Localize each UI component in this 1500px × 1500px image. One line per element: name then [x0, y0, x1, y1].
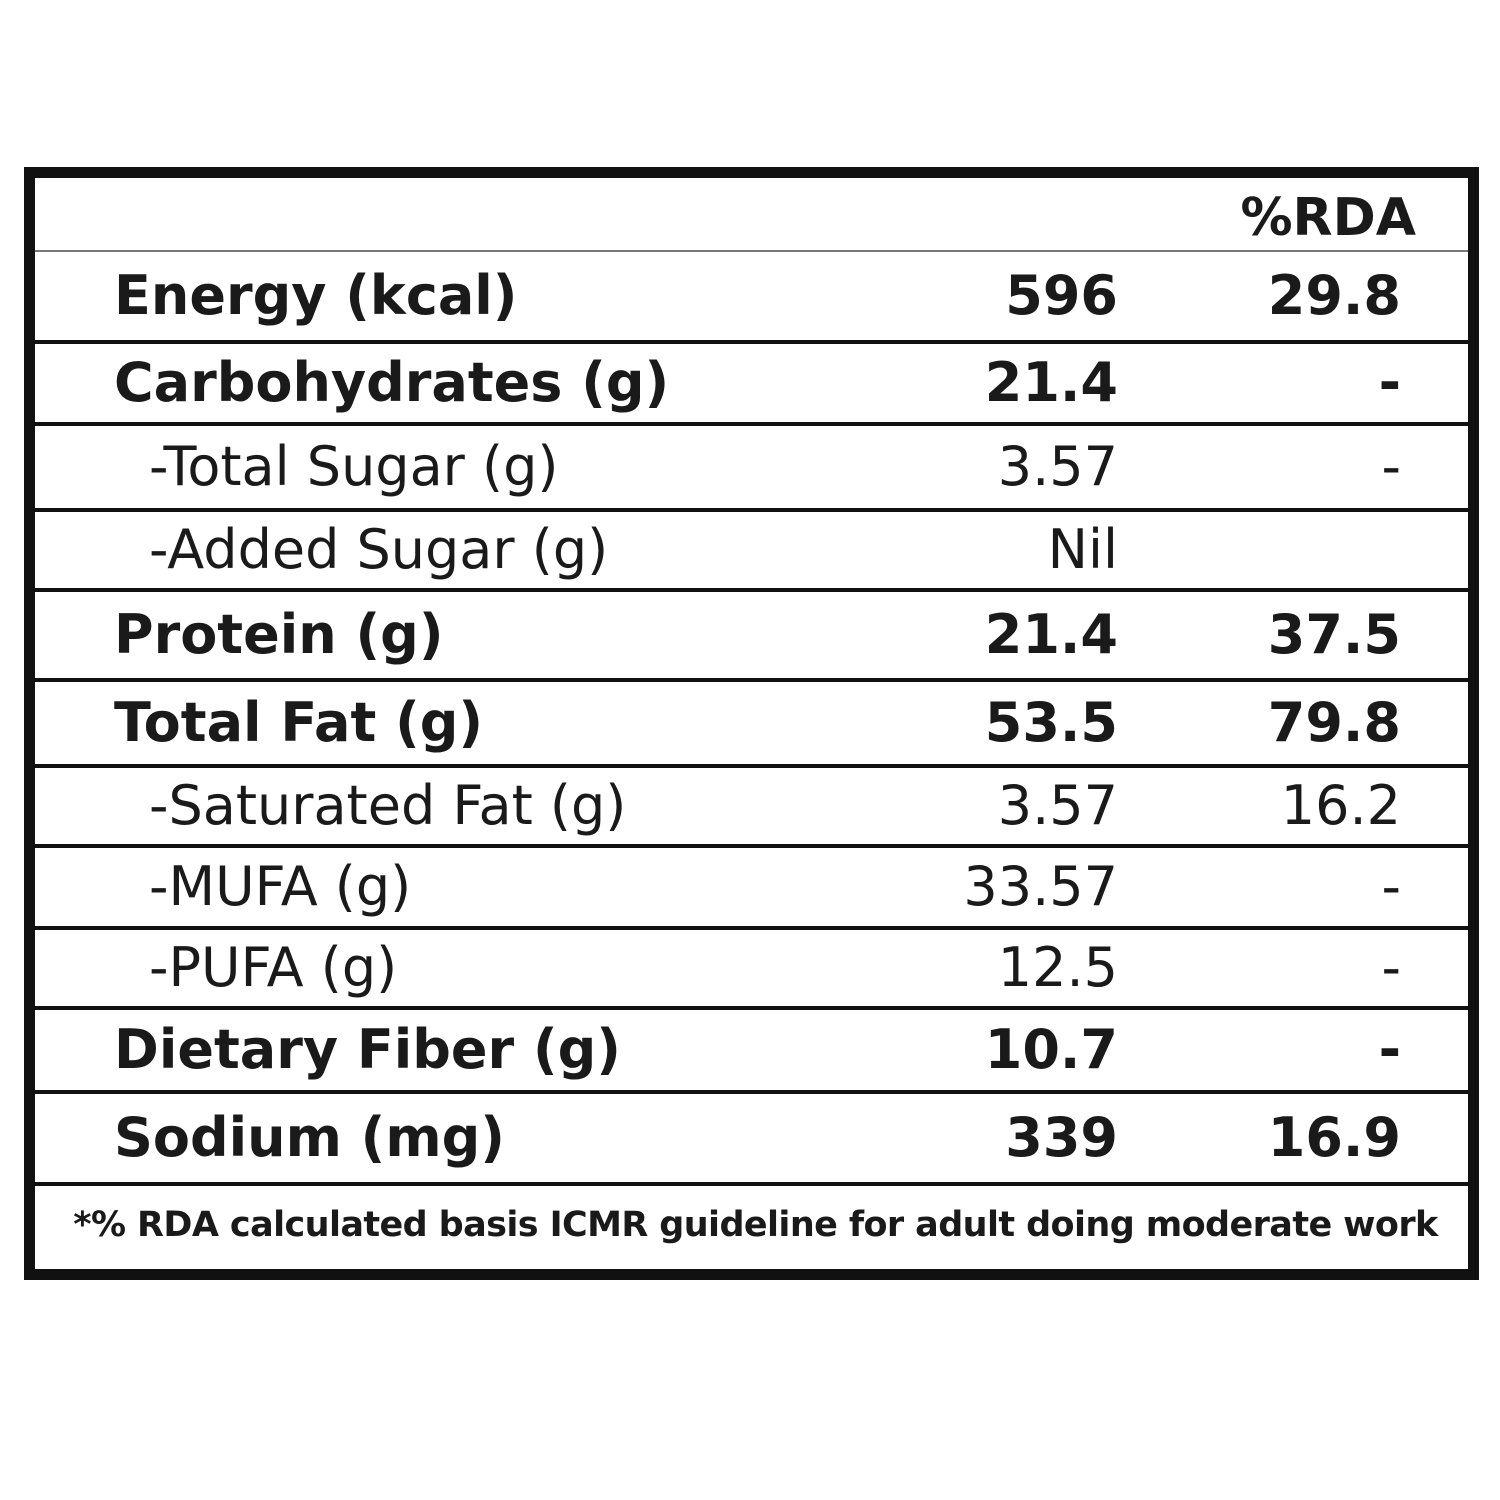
row-divider — [35, 1090, 1468, 1094]
table-row-energy: Energy (kcal) 596 29.8 — [35, 252, 1468, 340]
nutrient-rda: - — [1378, 351, 1401, 414]
footnote-divider — [35, 1182, 1468, 1186]
table-row-carbohydrates: Carbohydrates (g) 21.4 - — [35, 344, 1468, 422]
nutrient-label: Dietary Fiber (g) — [114, 1018, 621, 1081]
nutrient-label: Protein (g) — [114, 603, 444, 666]
table-row-mufa: -MUFA (g) 33.57 - — [35, 848, 1468, 926]
nutrient-rda: 29.8 — [1267, 264, 1401, 327]
table-row-dietary-fiber: Dietary Fiber (g) 10.7 - — [35, 1010, 1468, 1090]
nutrient-amount: Nil — [1047, 518, 1118, 581]
nutrient-label: -Total Sugar (g) — [149, 435, 559, 498]
row-divider — [35, 422, 1468, 426]
nutrient-amount: 12.5 — [997, 936, 1118, 999]
table-row-total-sugar: -Total Sugar (g) 3.57 - — [35, 426, 1468, 508]
rda-footnote: *% RDA calculated basis ICMR guideline f… — [73, 1205, 1438, 1245]
rda-column-header: %RDA — [1240, 188, 1416, 248]
table-row-sodium: Sodium (mg) 339 16.9 — [35, 1094, 1468, 1182]
nutrient-label: Total Fat (g) — [114, 691, 484, 754]
row-divider — [35, 844, 1468, 848]
row-divider — [35, 508, 1468, 512]
row-divider — [35, 588, 1468, 592]
row-divider — [35, 764, 1468, 768]
row-divider — [35, 926, 1468, 930]
nutrient-label: Energy (kcal) — [114, 264, 518, 327]
nutrient-rda: 16.9 — [1267, 1106, 1401, 1169]
nutrition-table: %RDA Energy (kcal) 596 29.8 Carbohydrate… — [24, 167, 1479, 1280]
nutrient-rda: 79.8 — [1267, 691, 1401, 754]
nutrient-rda: - — [1381, 435, 1402, 498]
nutrient-rda: - — [1381, 855, 1402, 918]
table-row-saturated-fat: -Saturated Fat (g) 3.57 16.2 — [35, 768, 1468, 844]
nutrient-label: -Added Sugar (g) — [149, 518, 609, 581]
nutrient-label: -Saturated Fat (g) — [149, 774, 627, 837]
nutrient-label: -PUFA (g) — [149, 936, 398, 999]
nutrient-amount: 33.57 — [963, 855, 1118, 918]
nutrient-amount: 10.7 — [984, 1018, 1118, 1081]
table-row-total-fat: Total Fat (g) 53.5 79.8 — [35, 682, 1468, 764]
table-row-added-sugar: -Added Sugar (g) Nil — [35, 512, 1468, 588]
nutrient-rda: - — [1381, 936, 1402, 999]
nutrient-label: -MUFA (g) — [149, 855, 412, 918]
nutrient-amount: 596 — [1005, 264, 1118, 327]
nutrient-rda: - — [1378, 1018, 1401, 1081]
row-divider — [35, 340, 1468, 344]
nutrient-rda: 37.5 — [1267, 603, 1401, 666]
row-divider — [35, 678, 1468, 682]
nutrient-amount: 53.5 — [984, 691, 1118, 754]
nutrient-amount: 3.57 — [997, 435, 1118, 498]
nutrient-label: Sodium (mg) — [114, 1106, 505, 1169]
row-divider — [35, 1006, 1468, 1010]
nutrient-rda: 16.2 — [1280, 774, 1401, 837]
table-row-protein: Protein (g) 21.4 37.5 — [35, 592, 1468, 678]
nutrient-amount: 21.4 — [984, 603, 1118, 666]
nutrient-label: Carbohydrates (g) — [114, 351, 670, 414]
header-divider — [35, 250, 1468, 252]
nutrient-amount: 339 — [1005, 1106, 1118, 1169]
nutrient-amount: 3.57 — [997, 774, 1118, 837]
nutrient-amount: 21.4 — [984, 351, 1118, 414]
table-row-pufa: -PUFA (g) 12.5 - — [35, 930, 1468, 1006]
